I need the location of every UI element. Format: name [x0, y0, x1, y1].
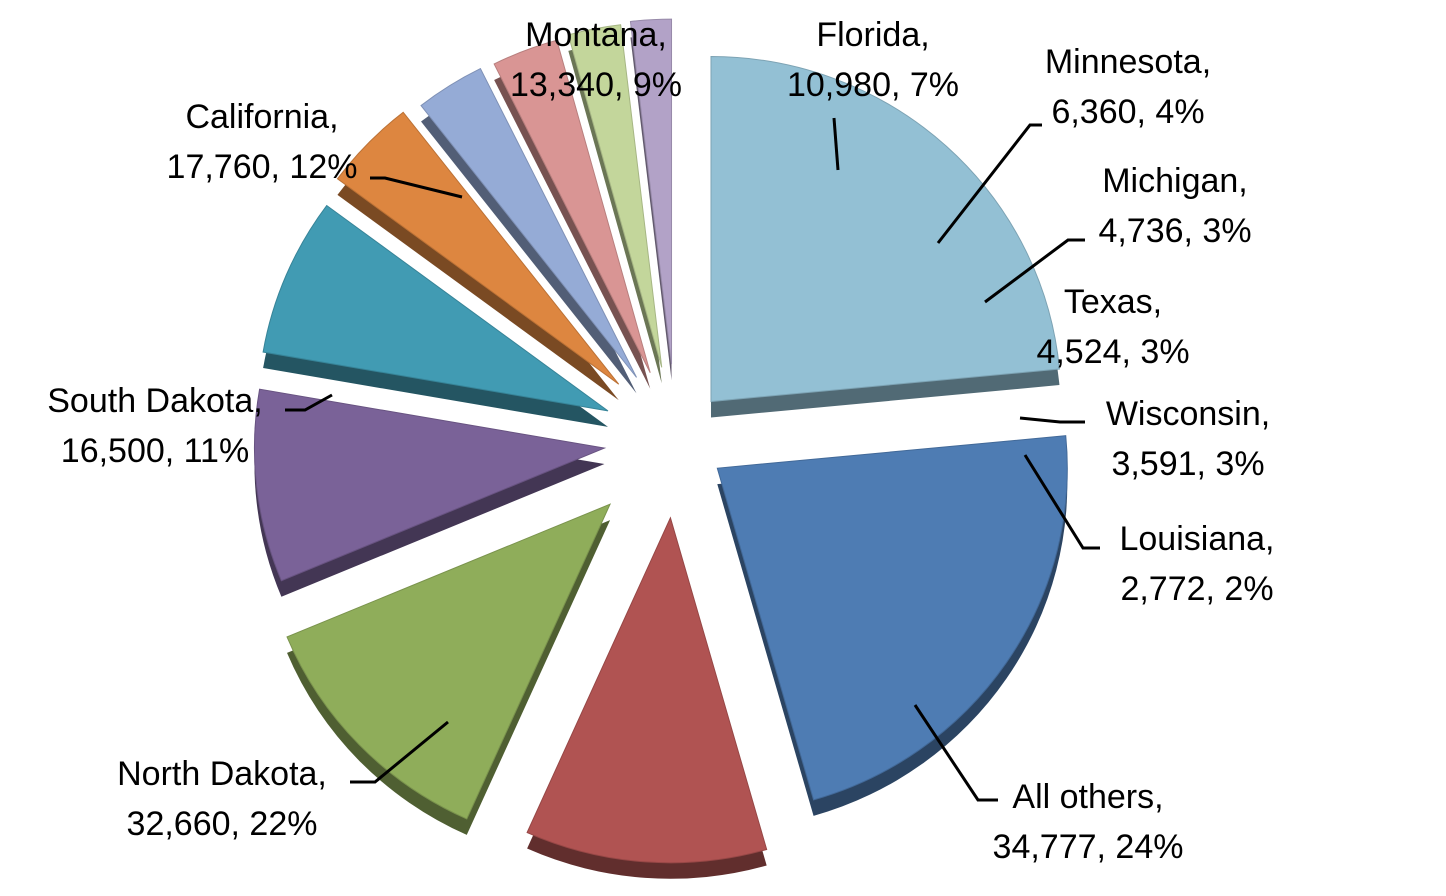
pie-slice-wisconsin [567, 24, 663, 368]
pie-slice-montana [253, 388, 607, 582]
pie-slice-texas [493, 39, 651, 373]
pie-slice-michigan [420, 67, 637, 378]
pie-slice-depth-wisconsin [568, 40, 662, 384]
leader-line-wisconsin [1019, 416, 1085, 424]
leader-line-florida [832, 117, 840, 171]
leader-lines [285, 117, 1100, 802]
pie-slice-louisiana [629, 18, 673, 365]
leader-line-michigan [984, 238, 1085, 304]
data-label-california: California, 17,760, 12% [167, 98, 358, 186]
leader-line-south-dakota [285, 393, 333, 412]
data-label-wisconsin: Wisconsin, 3,591, 3% [1106, 395, 1270, 483]
pie-slices [253, 18, 1068, 879]
data-label-michigan: Michigan, 4,736, 3% [1098, 162, 1251, 250]
data-label-south-dakota: South Dakota, 16,500, 11% [47, 382, 262, 470]
leader-line-all-others [913, 704, 998, 802]
leader-line-california [370, 176, 463, 199]
data-label-texas: Texas, 4,524, 3% [1036, 283, 1189, 371]
data-label-florida: Florida, 10,980, 7% [787, 16, 959, 104]
data-label-minnesota: Minnesota, 6,360, 4% [1045, 43, 1211, 131]
data-labels: All others, 34,777, 24% North Dakota, 32,6… [47, 16, 1274, 866]
pie-slice-north-dakota [716, 435, 1068, 801]
pie-slice-south-dakota [526, 516, 768, 864]
leader-line-north-dakota [350, 720, 449, 784]
leader-line-louisiana [1023, 454, 1100, 550]
pie-slice-all-others [710, 56, 1060, 403]
data-label-montana: Montana, 13,340, 9% [510, 16, 682, 104]
data-label-louisiana: Louisiana, 2,772, 2% [1119, 520, 1274, 608]
pie-slice-minnesota [336, 111, 620, 385]
leader-line-minnesota [936, 123, 1042, 244]
pie-slice-california [286, 503, 612, 820]
data-label-all-others: All others, 34,777, 24% [993, 778, 1184, 866]
data-label-north-dakota: North Dakota, 32,660, 22% [117, 755, 327, 843]
pie-slice-florida [262, 204, 609, 412]
